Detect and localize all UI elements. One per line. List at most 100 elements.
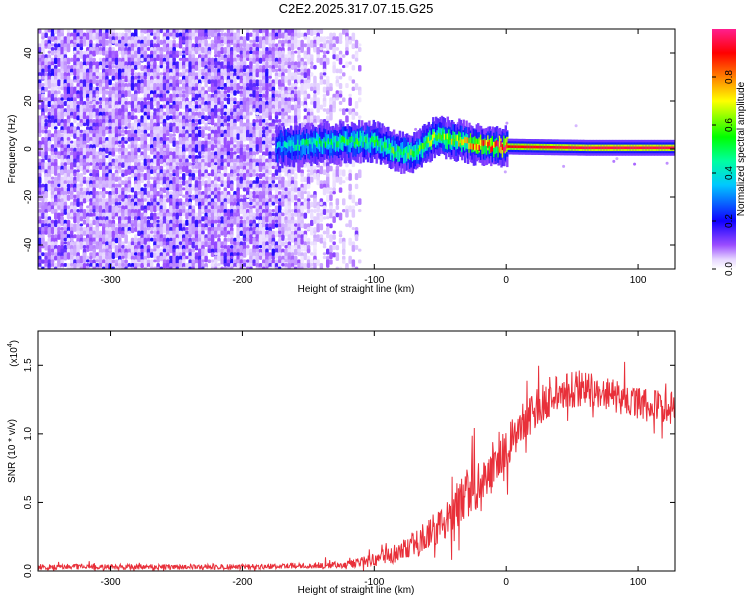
- heatmap-cell: [140, 205, 144, 211]
- heatmap-cell: [175, 50, 180, 56]
- heatmap-cell: [44, 129, 48, 134]
- heatmap-cell: [182, 104, 186, 109]
- heatmap-cell: [210, 169, 215, 177]
- heatmap-cell: [54, 205, 58, 210]
- heatmap-cell: [60, 147, 64, 152]
- heatmap-cell: [102, 65, 106, 70]
- heatmap-cell: [118, 144, 122, 148]
- heatmap-cell: [281, 198, 285, 202]
- heatmap-cell: [204, 115, 208, 121]
- heatmap-cell: [137, 75, 141, 79]
- heatmap-cell: [290, 54, 295, 63]
- heatmap-cell: [143, 129, 148, 135]
- heatmap-cell: [316, 212, 320, 221]
- heatmap-cell: [316, 47, 320, 56]
- heatmap-cell: [194, 201, 199, 206]
- heatmap-cell: [214, 137, 218, 141]
- heatmap-cell: [54, 43, 58, 48]
- heatmap-cell: [130, 151, 135, 156]
- heatmap-cell: [146, 266, 151, 269]
- heatmap-cell: [66, 230, 71, 235]
- heatmap-cell: [140, 90, 144, 94]
- heatmap-cell: [50, 165, 55, 175]
- heatmap-cell: [102, 252, 106, 256]
- heatmap-cell: [223, 248, 228, 253]
- heatmap-cell: [73, 180, 77, 185]
- heatmap-cell: [118, 108, 122, 116]
- heatmap-cell: [44, 65, 48, 73]
- heatmap-cell: [329, 32, 333, 41]
- heatmap-cell: [134, 259, 138, 264]
- heatmap-cell: [271, 263, 276, 269]
- heatmap-cell: [300, 47, 304, 53]
- heatmap-cell: [82, 68, 87, 74]
- heatmap-cell: [150, 101, 154, 110]
- heatmap-cell: [236, 259, 240, 264]
- heatmap-cell: [47, 50, 52, 54]
- heatmap-cell: [278, 61, 282, 65]
- heatmap-cell: [300, 90, 304, 95]
- heatmap-cell: [322, 79, 327, 85]
- heatmap-cell: [204, 173, 208, 179]
- heatmap-cell: [278, 72, 282, 78]
- heatmap-cell: [210, 43, 215, 50]
- heatmap-cell: [300, 101, 304, 106]
- heatmap-cell: [236, 54, 240, 58]
- heatmap-cell: [111, 227, 116, 231]
- heatmap-cell: [182, 83, 186, 90]
- heatmap-cell: [111, 115, 116, 120]
- heatmap-cell: [236, 147, 240, 154]
- heatmap-cell: [124, 198, 128, 204]
- heatmap-cell: [63, 194, 68, 200]
- heatmap-cell: [92, 241, 96, 245]
- heatmap-cell: [258, 83, 263, 87]
- heatmap-cell: [274, 230, 279, 235]
- heatmap-cell: [95, 137, 100, 146]
- heatmap-cell: [255, 129, 260, 138]
- heatmap-cell: [306, 93, 311, 99]
- heatmap-cell: [306, 79, 311, 84]
- heatmap-cell: [233, 162, 237, 171]
- heatmap-cell: [182, 165, 186, 173]
- heatmap-cell: [268, 133, 272, 138]
- heatmap-cell: [153, 129, 157, 134]
- heatmap-cell: [54, 169, 58, 176]
- heatmap-cell: [150, 187, 154, 192]
- heatmap-cell: [86, 119, 90, 127]
- heatmap-cell: [306, 248, 311, 253]
- heatmap-cell: [70, 212, 74, 217]
- heatmap-cell: [287, 173, 292, 182]
- heatmap-cell: [118, 169, 122, 174]
- heatmap-cell: [274, 115, 279, 120]
- heatmap-cell: [198, 266, 202, 269]
- heatmap-cell: [287, 108, 292, 113]
- heatmap-cell: [60, 169, 64, 176]
- heatmap-cell: [236, 173, 240, 177]
- heatmap-cell: [214, 162, 218, 166]
- heatmap-cell: [130, 212, 135, 217]
- heatmap-cell: [265, 83, 269, 91]
- heatmap-cell: [92, 219, 96, 226]
- heatmap-cell: [233, 176, 237, 180]
- heatmap-cell: [268, 57, 272, 62]
- heatmap-cell: [188, 43, 192, 48]
- heatmap-cell: [105, 72, 109, 77]
- heatmap-cell: [265, 97, 269, 101]
- heatmap-cell: [105, 65, 109, 69]
- heatmap-cell: [217, 219, 221, 224]
- heatmap-cell: [185, 237, 189, 246]
- heatmap-cell: [169, 137, 173, 144]
- heatmap-cell: [143, 227, 148, 232]
- heatmap-cell: [57, 144, 61, 148]
- heatmap-cell: [271, 155, 276, 160]
- heatmap-cell: [198, 223, 202, 228]
- heatmap-cell: [274, 252, 279, 259]
- heatmap-cell: [134, 147, 138, 153]
- heatmap-cell: [114, 57, 119, 65]
- heatmap-cell: [313, 209, 317, 214]
- heatmap-cell: [185, 111, 189, 120]
- heatmap-cell: [127, 119, 132, 123]
- heatmap-cell: [326, 57, 330, 65]
- heatmap-cell: [169, 255, 173, 261]
- heatmap-cell: [274, 176, 279, 180]
